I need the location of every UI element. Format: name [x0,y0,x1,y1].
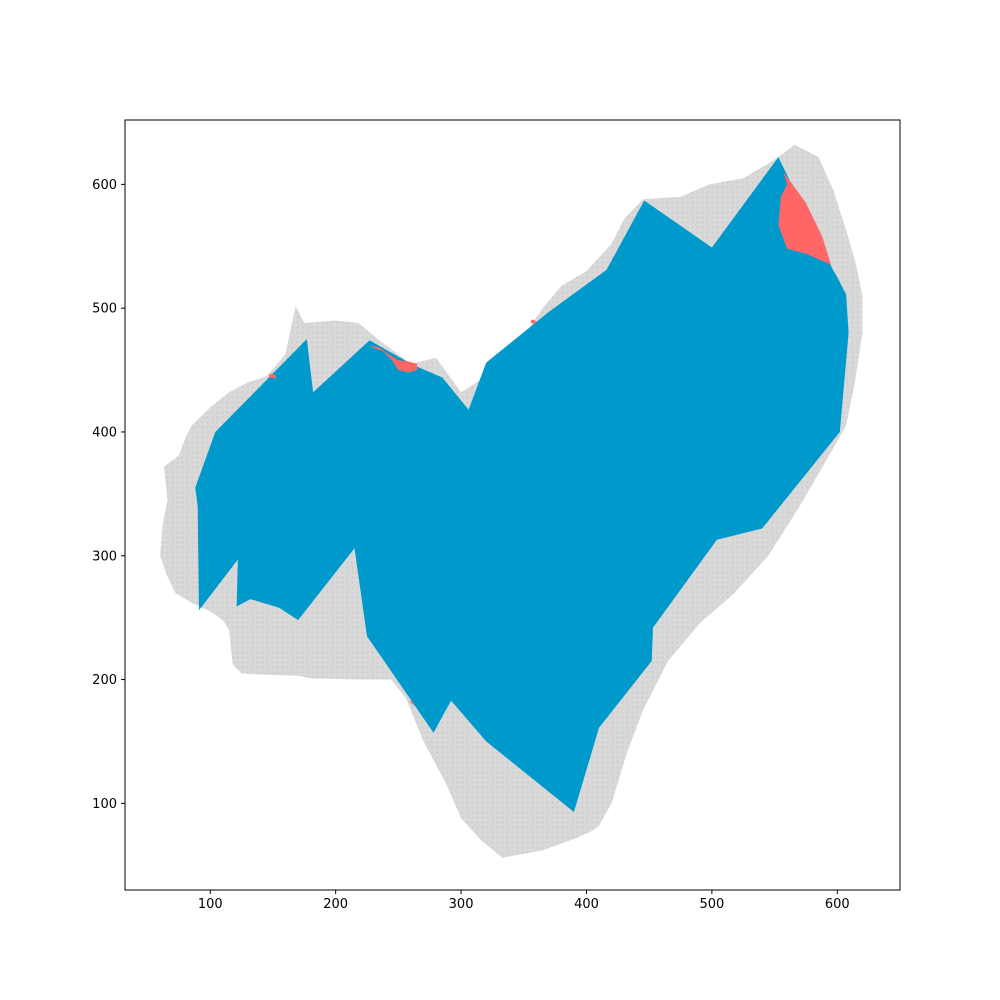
y-tick-label: 200 [92,673,117,688]
uncovered-region [269,172,831,707]
plot-area [160,144,863,858]
axes-frame [124,119,901,891]
y-tick-label: 100 [92,797,117,812]
uncovered-region-polygon-0 [778,172,831,265]
uncovered-region-polygon-4 [409,700,416,707]
y-tick-label: 400 [92,425,117,440]
y-axis: 100 200 300 400 500 600 [92,178,125,812]
y-tick-label: 600 [92,178,117,193]
x-tick-label: 300 [449,897,474,912]
uncovered-region-polygon-1 [369,345,418,373]
covered-region [195,157,849,813]
x-tick-label: 600 [825,897,850,912]
x-axis: 100 200 300 400 500 600 [198,890,850,912]
x-tick-label: 200 [323,897,348,912]
covered-region-polygon-0 [195,157,849,813]
y-tick-label: 300 [92,549,117,564]
y-tick-label: 500 [92,302,117,317]
x-tick-label: 500 [699,897,724,912]
uncovered-region-polygon-3 [530,319,537,325]
x-tick-label: 400 [574,897,599,912]
uncovered-region-polygon-2 [269,373,277,379]
x-tick-label: 100 [198,897,223,912]
